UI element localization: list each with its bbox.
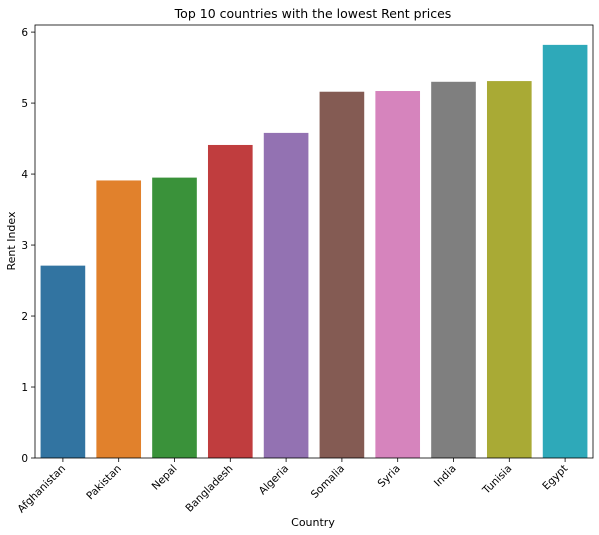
x-tick-label-algeria: Algeria: [257, 463, 292, 498]
plot-frame: [34, 24, 594, 459]
y-tick-label: 0: [21, 453, 28, 465]
x-tick-label-india: India: [432, 463, 459, 490]
y-tick-label: 4: [21, 169, 28, 181]
x-tick-label-egypt: Egypt: [540, 463, 570, 493]
y-tick-label: 5: [21, 98, 28, 110]
chart-title: Top 10 countries with the lowest Rent pr…: [174, 6, 452, 21]
y-axis-ticks: 0 1 2 3 4 5 6: [21, 27, 35, 465]
y-tick-label: 1: [21, 382, 28, 394]
x-axis-label: Country: [291, 516, 335, 529]
y-axis-label: Rent Index: [5, 211, 18, 270]
x-tick-label-tunisia: Tunisia: [480, 463, 515, 498]
x-tick-label-pakistan: Pakistan: [84, 463, 124, 503]
bar-somalia: [319, 91, 365, 459]
x-axis-ticks: Afghanistan Pakistan Nepal Bangladesh Algeri…: [15, 458, 570, 515]
x-tick-label-bangladesh: Bangladesh: [183, 463, 235, 515]
bar-egypt: [542, 44, 588, 459]
bar-syria: [375, 91, 421, 458]
bar-pakistan: [96, 180, 142, 458]
y-tick-label: 3: [21, 240, 28, 252]
y-tick-label: 2: [21, 311, 28, 323]
x-tick-label-somalia: Somalia: [309, 463, 347, 501]
bar-bangladesh: [207, 144, 253, 459]
x-tick-label-nepal: Nepal: [150, 463, 180, 493]
x-tick-label-afghanistan: Afghanistan: [15, 463, 68, 516]
bars-group: [40, 44, 588, 459]
bar-nepal: [152, 177, 197, 459]
bar-india: [431, 81, 476, 458]
bar-algeria: [263, 132, 309, 458]
bar-afghanistan: [40, 265, 86, 458]
y-tick-label: 6: [21, 27, 28, 39]
bar-tunisia: [486, 81, 532, 458]
x-tick-label-syria: Syria: [376, 463, 403, 490]
